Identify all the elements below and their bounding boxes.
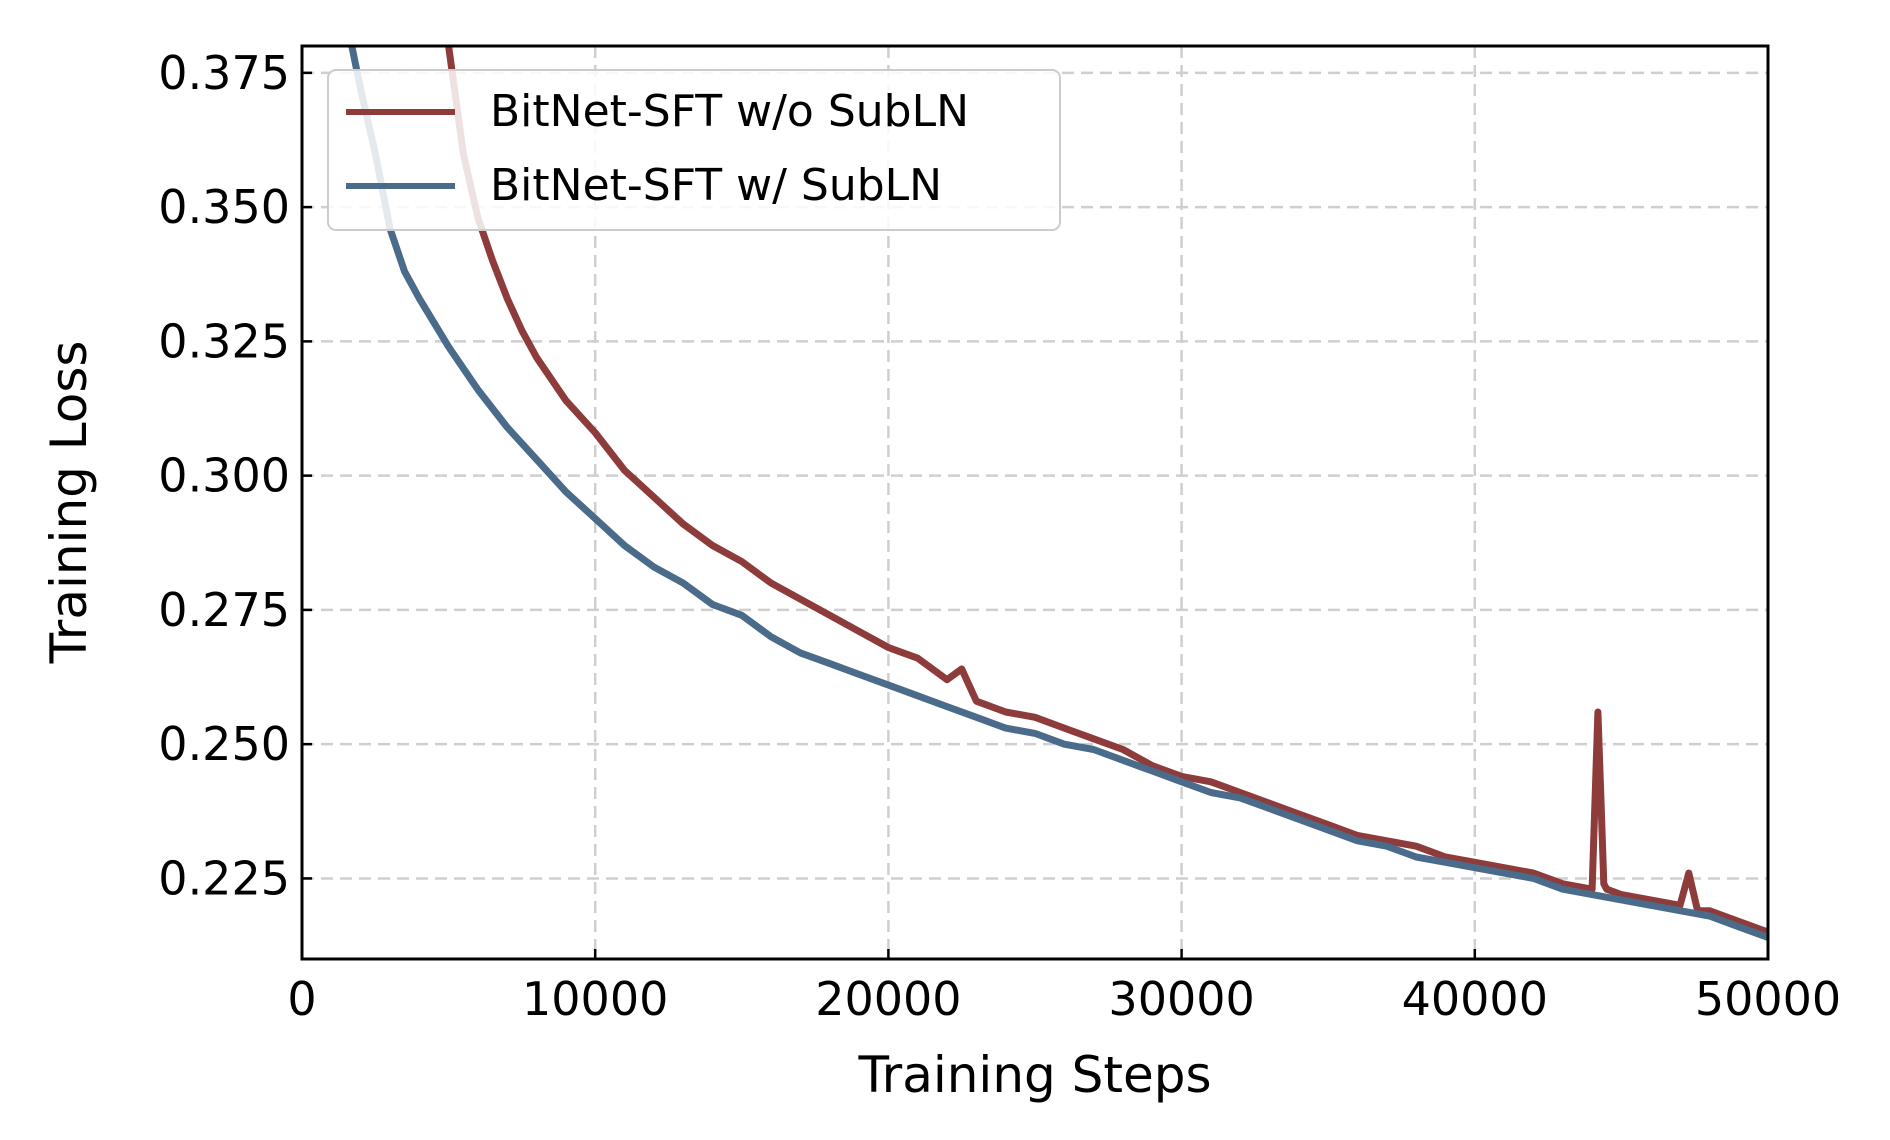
y-axis-label: Training Loss <box>40 341 98 665</box>
series-layer <box>348 46 1768 941</box>
y-tick-label: 0.350 <box>158 180 290 234</box>
y-tick-label: 0.250 <box>158 717 290 771</box>
x-tick-label: 10000 <box>522 972 668 1026</box>
y-tick-label: 0.325 <box>158 314 290 368</box>
x-tick-label: 40000 <box>1402 972 1548 1026</box>
x-tick-label: 0 <box>287 972 316 1026</box>
y-tick-label: 0.300 <box>158 449 290 503</box>
series-line-1 <box>445 46 1768 936</box>
y-tick-label: 0.275 <box>158 583 290 637</box>
x-tick-label: 50000 <box>1695 972 1841 1026</box>
x-tick-label: 30000 <box>1108 972 1254 1026</box>
series-line-2 <box>348 46 1768 941</box>
tick-labels: 0 10000 20000 30000 40000 50000 0.225 0.250 0.27… <box>158 46 1841 1026</box>
x-tick-label: 20000 <box>815 972 961 1026</box>
ticks <box>300 71 1770 959</box>
y-tick-label: 0.375 <box>158 46 290 100</box>
legend: BitNet-SFT w/o SubLN BitNet-SFT w/ SubLN <box>327 69 1061 231</box>
y-tick-label: 0.225 <box>158 851 290 905</box>
legend-label-series-1: BitNet-SFT w/o SubLN <box>490 86 969 137</box>
legend-label-series-2: BitNet-SFT w/ SubLN <box>490 160 942 211</box>
legend-box <box>327 69 1061 231</box>
x-axis-label: Training Steps <box>857 1046 1211 1104</box>
plot-frame <box>300 44 1770 961</box>
